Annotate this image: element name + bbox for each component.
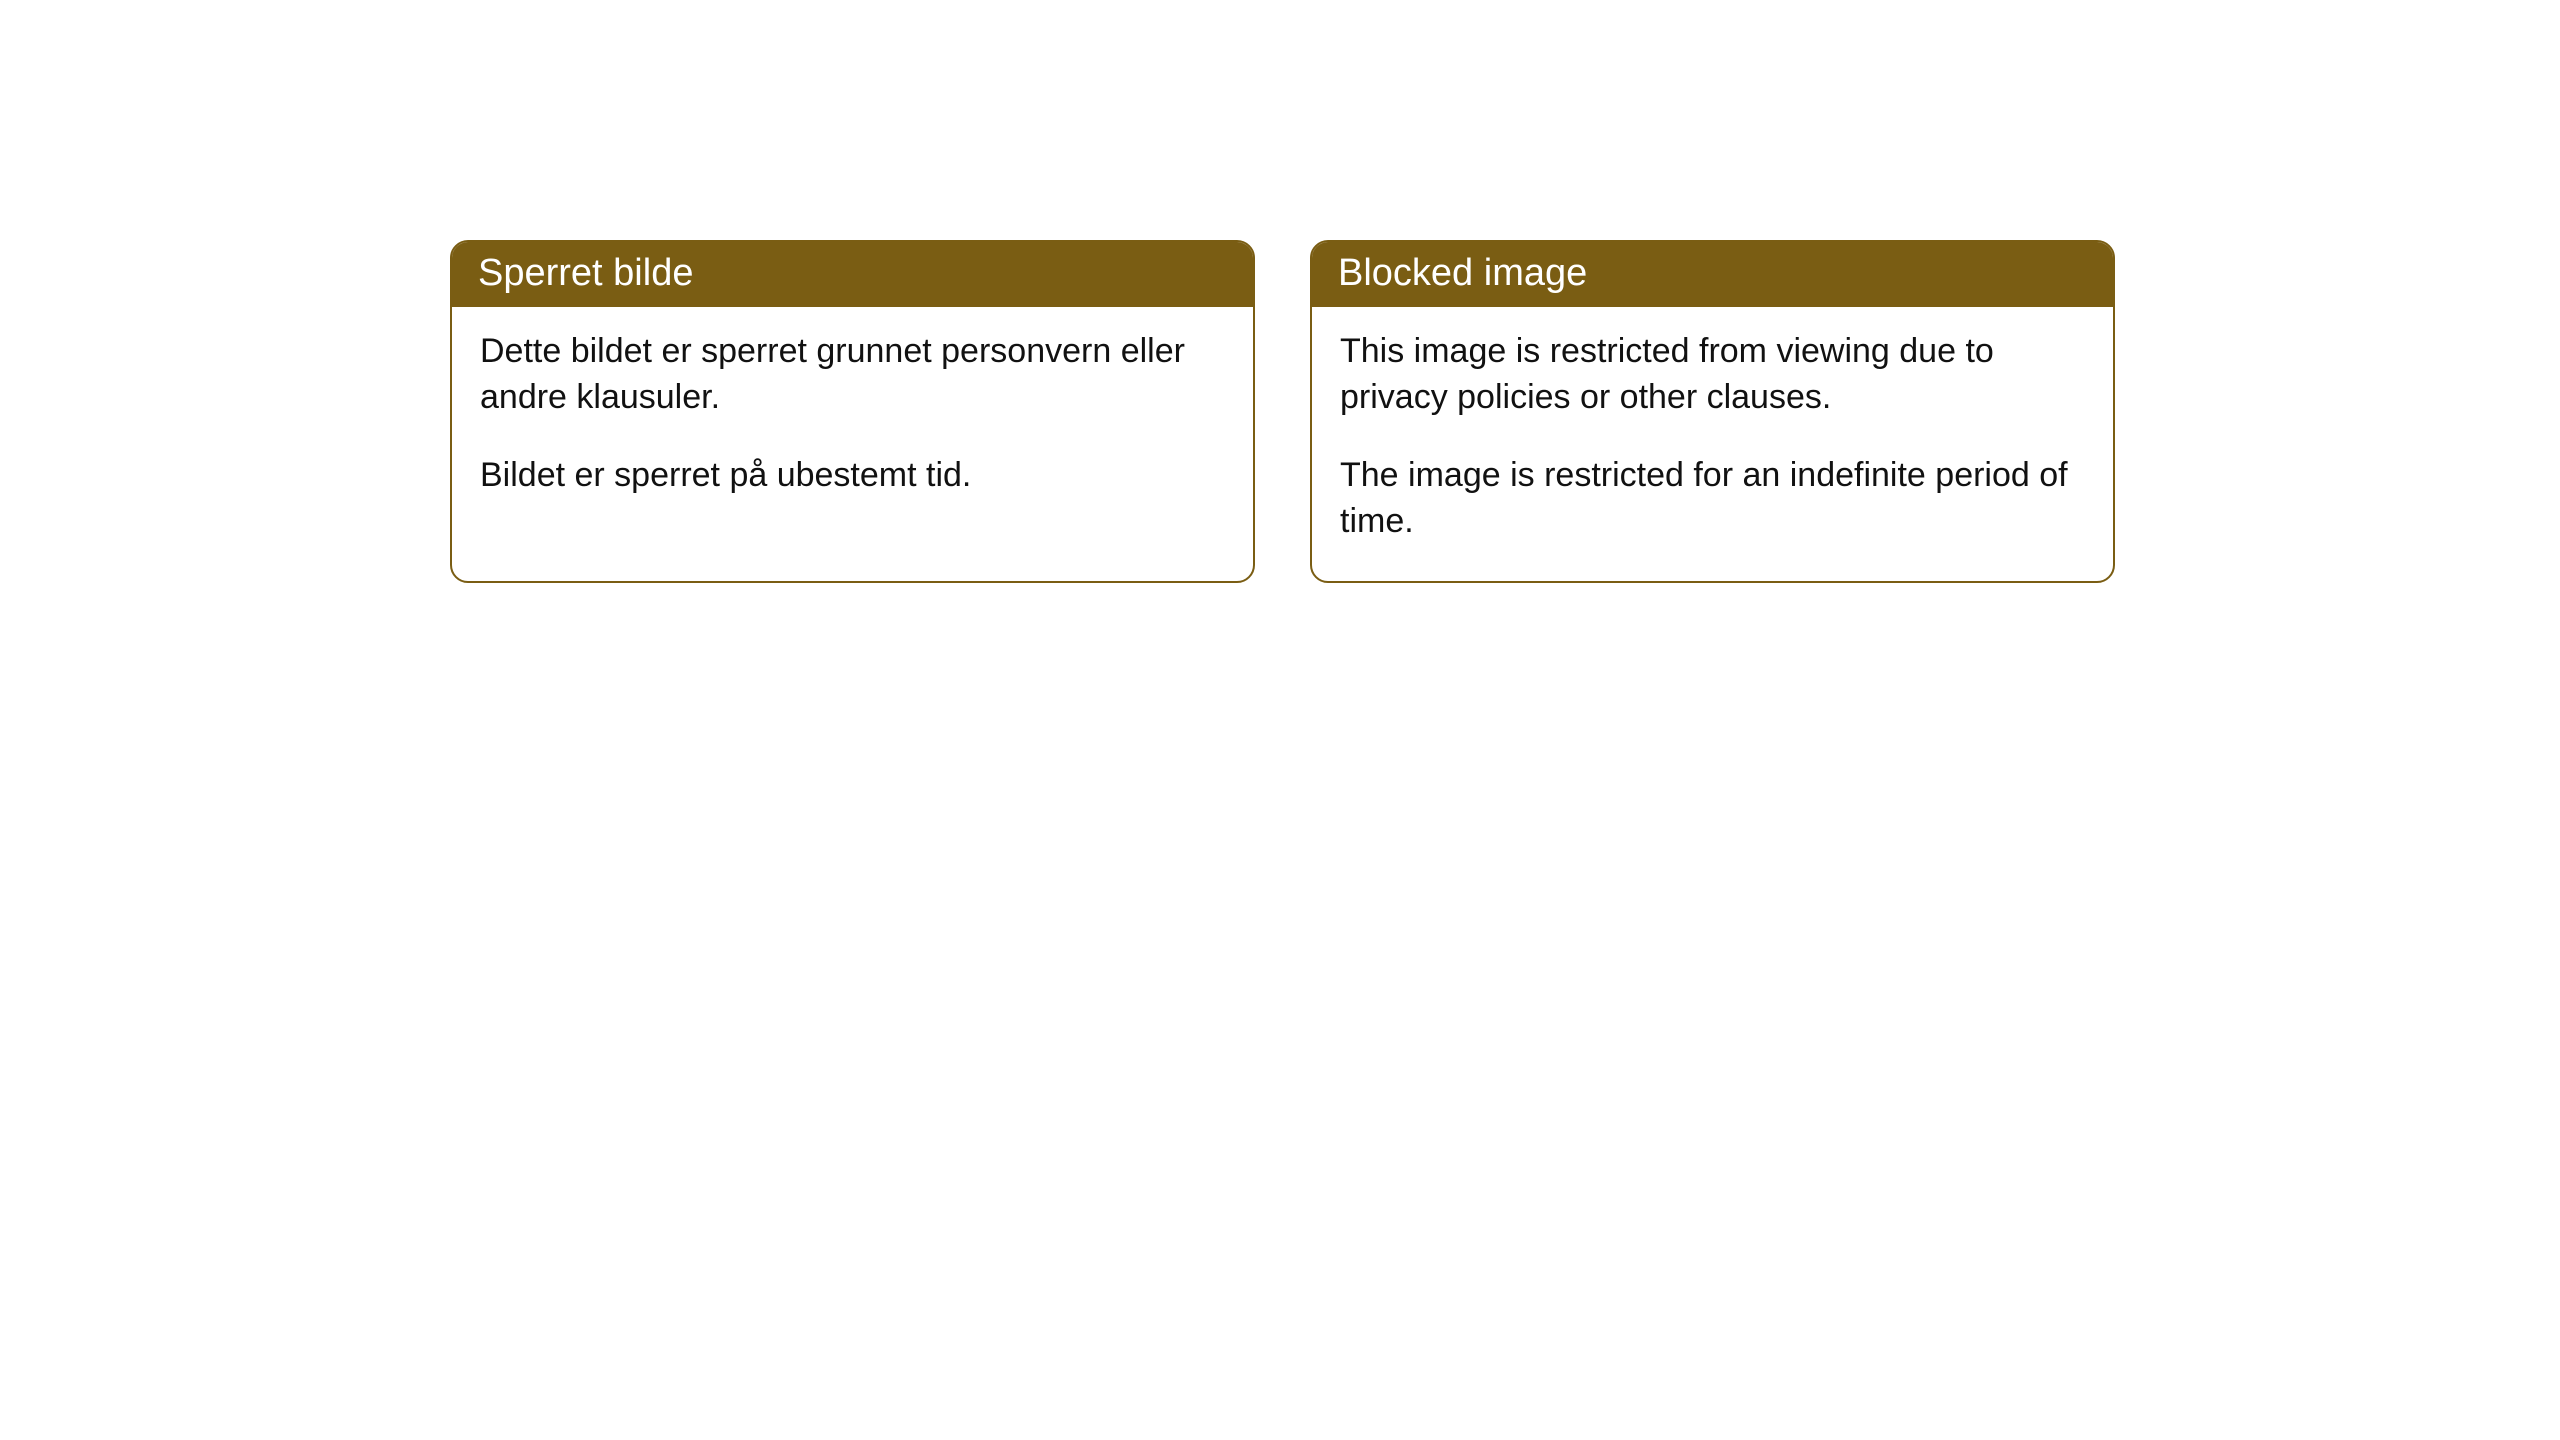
- card-header-norwegian: Sperret bilde: [452, 242, 1253, 307]
- card-text-english-2: The image is restricted for an indefinit…: [1340, 453, 2085, 545]
- card-body-norwegian: Dette bildet er sperret grunnet personve…: [452, 307, 1253, 535]
- blocked-image-card-norwegian: Sperret bilde Dette bildet er sperret gr…: [450, 240, 1255, 583]
- card-header-english: Blocked image: [1312, 242, 2113, 307]
- card-text-norwegian-2: Bildet er sperret på ubestemt tid.: [480, 453, 1225, 499]
- cards-container: Sperret bilde Dette bildet er sperret gr…: [0, 0, 2560, 583]
- card-body-english: This image is restricted from viewing du…: [1312, 307, 2113, 581]
- blocked-image-card-english: Blocked image This image is restricted f…: [1310, 240, 2115, 583]
- card-text-norwegian-1: Dette bildet er sperret grunnet personve…: [480, 329, 1225, 421]
- card-text-english-1: This image is restricted from viewing du…: [1340, 329, 2085, 421]
